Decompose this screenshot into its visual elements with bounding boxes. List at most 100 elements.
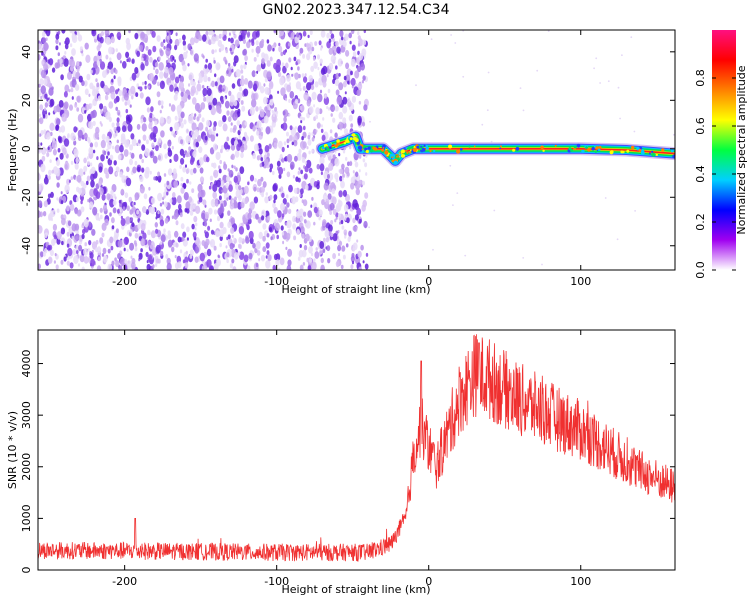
noise-blob [269, 98, 274, 106]
noise-blob [145, 209, 150, 215]
noise-blob [189, 210, 194, 216]
noise-blob [249, 174, 255, 182]
noise-blob [322, 81, 327, 88]
noise-blob [222, 30, 228, 37]
noise-blob [173, 153, 179, 162]
noise-blob [90, 69, 93, 74]
noise-blob [38, 53, 41, 61]
signal-speck [407, 146, 412, 150]
noise-blob [102, 105, 107, 113]
noise-blob [260, 176, 264, 182]
noise-blob [335, 89, 340, 96]
noise-blob [342, 96, 348, 105]
noise-blob [115, 106, 118, 111]
noise-blob [213, 172, 216, 177]
noise-blob [194, 102, 201, 112]
noise-blob [52, 137, 55, 142]
noise-blob [215, 230, 220, 238]
noise-blob [197, 135, 202, 142]
noise-blob [38, 224, 41, 230]
noise-blob [276, 160, 281, 167]
noise-blob [302, 199, 308, 207]
noise-blob [222, 115, 227, 123]
noise-blob [50, 191, 54, 198]
noise-blob [306, 82, 312, 91]
noise-blob [277, 71, 282, 78]
noise-blob [42, 211, 47, 217]
noise-blob [75, 244, 79, 251]
noise-blob [59, 152, 64, 160]
noise-blob [318, 216, 321, 221]
noise-blob [175, 220, 179, 226]
noise-blob [225, 49, 228, 54]
noise-blob [96, 246, 102, 254]
noise-blob [291, 73, 294, 77]
noise-blob [61, 113, 67, 122]
noise-blob [244, 78, 249, 85]
snr-y-tick-label: 3000 [20, 401, 33, 429]
noise-blob [69, 262, 74, 269]
noise-blob [338, 121, 344, 129]
noise-blob [77, 263, 81, 267]
noise-blob [226, 136, 230, 142]
noise-blob [308, 150, 311, 155]
noise-blob [96, 82, 100, 88]
noise-blob [211, 49, 215, 55]
noise-blob [342, 173, 345, 178]
noise-blob [261, 192, 264, 198]
noise-blob [190, 50, 193, 55]
noise-blob [308, 265, 312, 270]
noise-blob [252, 83, 258, 91]
noise-blob [206, 88, 212, 97]
noise-blob [316, 122, 321, 129]
noise-blob [243, 88, 249, 97]
noise-blob [247, 265, 251, 270]
noise-blob [123, 247, 126, 252]
noise-blob [173, 94, 178, 101]
noise-blob [83, 157, 87, 164]
noise-blob [167, 149, 173, 157]
noise-blob [350, 70, 353, 76]
noise-blob [338, 240, 343, 246]
noise-blob [204, 231, 209, 239]
noise-blob [301, 116, 304, 121]
noise-blob [158, 56, 161, 61]
noise-blob [75, 235, 79, 241]
noise-speck [462, 75, 465, 78]
noise-speck [486, 109, 489, 112]
noise-blob [364, 224, 367, 229]
noise-blob [259, 109, 265, 118]
noise-blob [267, 215, 271, 221]
noise-blob [255, 30, 260, 38]
noise-blob [158, 62, 164, 71]
noise-blob [105, 111, 111, 120]
noise-blob [173, 168, 177, 175]
noise-blob [349, 161, 353, 167]
noise-blob [134, 246, 138, 252]
noise-blob [225, 245, 228, 249]
noise-blob [293, 56, 297, 62]
snr-x-tick-label: -200 [112, 575, 137, 588]
spectrogram-y-tick-label: 40 [20, 45, 33, 59]
noise-blob [331, 188, 336, 195]
noise-blob [264, 145, 270, 153]
noise-speck [522, 109, 525, 112]
signal-speck [401, 153, 405, 158]
noise-blob [335, 65, 338, 70]
noise-blob [243, 254, 249, 263]
noise-blob [335, 72, 340, 80]
noise-blob [204, 211, 210, 220]
spectrogram-x-tick-label: 0 [425, 275, 432, 288]
noise-blob [115, 89, 119, 95]
noise-blob [241, 75, 244, 80]
noise-blob [41, 31, 46, 38]
noise-blob [247, 181, 250, 186]
noise-blob [209, 68, 213, 74]
noise-blob [315, 114, 318, 120]
noise-blob [129, 144, 134, 151]
noise-blob [125, 108, 129, 114]
snr-y-label: SNR (10 * v/v) [6, 411, 19, 489]
noise-blob [364, 162, 368, 168]
